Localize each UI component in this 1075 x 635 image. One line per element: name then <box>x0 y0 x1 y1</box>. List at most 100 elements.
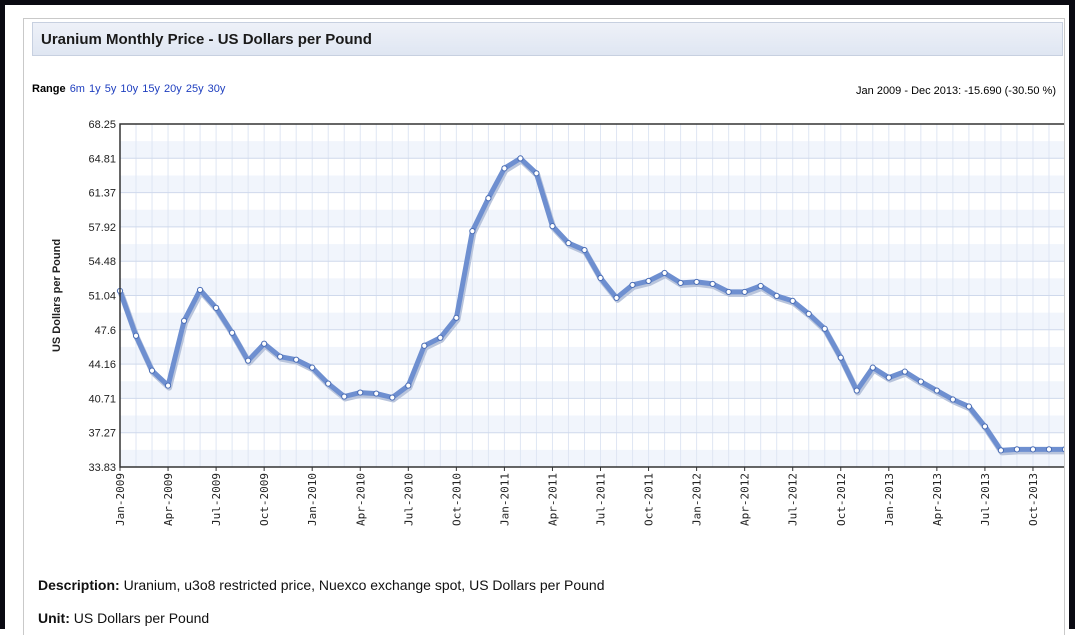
unit-label: Unit: <box>38 610 70 626</box>
data-point <box>1029 446 1037 453</box>
range-option-1y[interactable]: 1y <box>89 83 101 95</box>
x-tick-label: Jul-2013 <box>979 473 992 526</box>
data-point <box>757 282 764 290</box>
data-point <box>261 340 268 347</box>
grid-band <box>120 278 1064 296</box>
range-option-30y[interactable]: 30y <box>207 83 226 95</box>
range-label: Range <box>32 83 66 95</box>
x-tick-label: Oct-2011 <box>643 473 656 526</box>
y-tick-label: 47.6 <box>95 325 116 337</box>
chart-panel: Uranium Monthly Price - US Dollars per P… <box>23 18 1065 635</box>
x-tick-label: Apr-2012 <box>739 473 752 526</box>
description-text: Uranium, u3o8 restricted price, Nuexco e… <box>123 577 605 593</box>
data-point <box>549 223 556 230</box>
data-point <box>180 317 188 324</box>
data-point <box>437 334 444 341</box>
data-point <box>309 364 316 371</box>
x-tick-label: Jan-2009 <box>114 473 127 526</box>
x-tick-label: Jul-2009 <box>210 473 223 526</box>
data-point <box>341 393 348 400</box>
data-point <box>709 280 716 288</box>
grid-band <box>120 141 1064 159</box>
data-point <box>196 286 204 294</box>
data-point <box>773 292 780 299</box>
data-point <box>581 246 588 254</box>
data-point <box>629 281 636 289</box>
data-point <box>677 279 684 287</box>
data-point <box>1061 446 1064 453</box>
data-point <box>373 390 380 397</box>
range-option-15y[interactable]: 15y <box>142 83 160 95</box>
x-tick-label: Apr-2009 <box>162 473 175 526</box>
title-bar: Uranium Monthly Price - US Dollars per P… <box>32 22 1063 56</box>
y-tick-label: 37.27 <box>88 428 116 440</box>
x-tick-label: Jul-2010 <box>402 473 415 526</box>
x-tick-label: Oct-2013 <box>1027 473 1040 526</box>
range-option-5y[interactable]: 5y <box>104 83 117 95</box>
x-tick-label: Jan-2011 <box>498 473 511 526</box>
data-point <box>213 304 220 311</box>
x-tick-label: Oct-2010 <box>450 473 463 526</box>
data-point <box>869 364 876 371</box>
price-chart: 68.25 64.81 61.37 57.92 54.48 51.04 47.6 44.16 4… <box>51 119 1064 526</box>
series-line <box>117 155 1064 453</box>
y-tick-label: 64.81 <box>88 153 116 165</box>
x-tick-label: Apr-2010 <box>354 473 367 526</box>
data-point <box>981 423 989 430</box>
chart-title: Uranium Monthly Price - US Dollars per P… <box>41 31 372 48</box>
grid-band <box>120 346 1064 365</box>
data-point <box>933 387 940 394</box>
data-point <box>533 170 540 177</box>
range-option-10y[interactable]: 10y <box>120 83 139 95</box>
grid-band <box>120 449 1064 467</box>
period-change: Jan 2009 - Dec 2013: -15.690 (-30.50 %) <box>856 85 1056 97</box>
data-point <box>132 332 140 339</box>
y-tick-label: 68.25 <box>88 119 116 131</box>
data-point <box>997 447 1005 454</box>
unit-text: US Dollars per Pound <box>73 610 210 626</box>
range-option-20y[interactable]: 20y <box>164 83 182 95</box>
description: Description: Uranium, u3o8 restricted pr… <box>38 577 605 593</box>
grid-band <box>120 244 1064 262</box>
range-option-25y[interactable]: 25y <box>185 83 204 95</box>
data-point <box>805 310 812 317</box>
grid-band <box>120 209 1064 227</box>
unit: Unit: US Dollars per Pound <box>38 610 209 626</box>
data-point <box>405 382 412 389</box>
data-point <box>565 239 572 247</box>
data-point <box>469 228 476 235</box>
x-tick-label: Apr-2013 <box>931 473 944 526</box>
data-point <box>725 288 732 296</box>
description-label: Description: <box>38 577 120 593</box>
range-option-6m[interactable]: 6m <box>69 83 85 95</box>
y-tick-label: 40.71 <box>88 393 116 405</box>
y-tick-label: 61.37 <box>88 188 116 200</box>
data-point <box>517 155 524 162</box>
data-point <box>357 389 364 396</box>
data-point <box>245 357 252 364</box>
data-point <box>901 368 908 375</box>
data-point <box>421 342 428 349</box>
x-tick-label: Oct-2009 <box>258 473 271 526</box>
y-tick-label: 33.83 <box>88 462 116 474</box>
x-tick-label: Apr-2011 <box>546 473 559 526</box>
data-point <box>853 387 860 394</box>
data-point <box>485 195 492 202</box>
data-point <box>501 165 508 172</box>
data-point <box>1013 446 1021 453</box>
data-point <box>277 353 284 360</box>
data-point <box>645 277 652 285</box>
x-tick-label: Oct-2012 <box>835 473 848 526</box>
grid-band <box>120 175 1064 193</box>
data-point <box>293 356 300 363</box>
data-point <box>965 403 972 410</box>
plot-border <box>119 123 1064 468</box>
data-point <box>325 380 332 387</box>
data-point <box>885 374 892 381</box>
data-point <box>821 325 828 332</box>
data-point <box>229 329 236 336</box>
data-point <box>453 314 460 321</box>
data-point <box>949 396 956 403</box>
data-point <box>837 354 844 361</box>
